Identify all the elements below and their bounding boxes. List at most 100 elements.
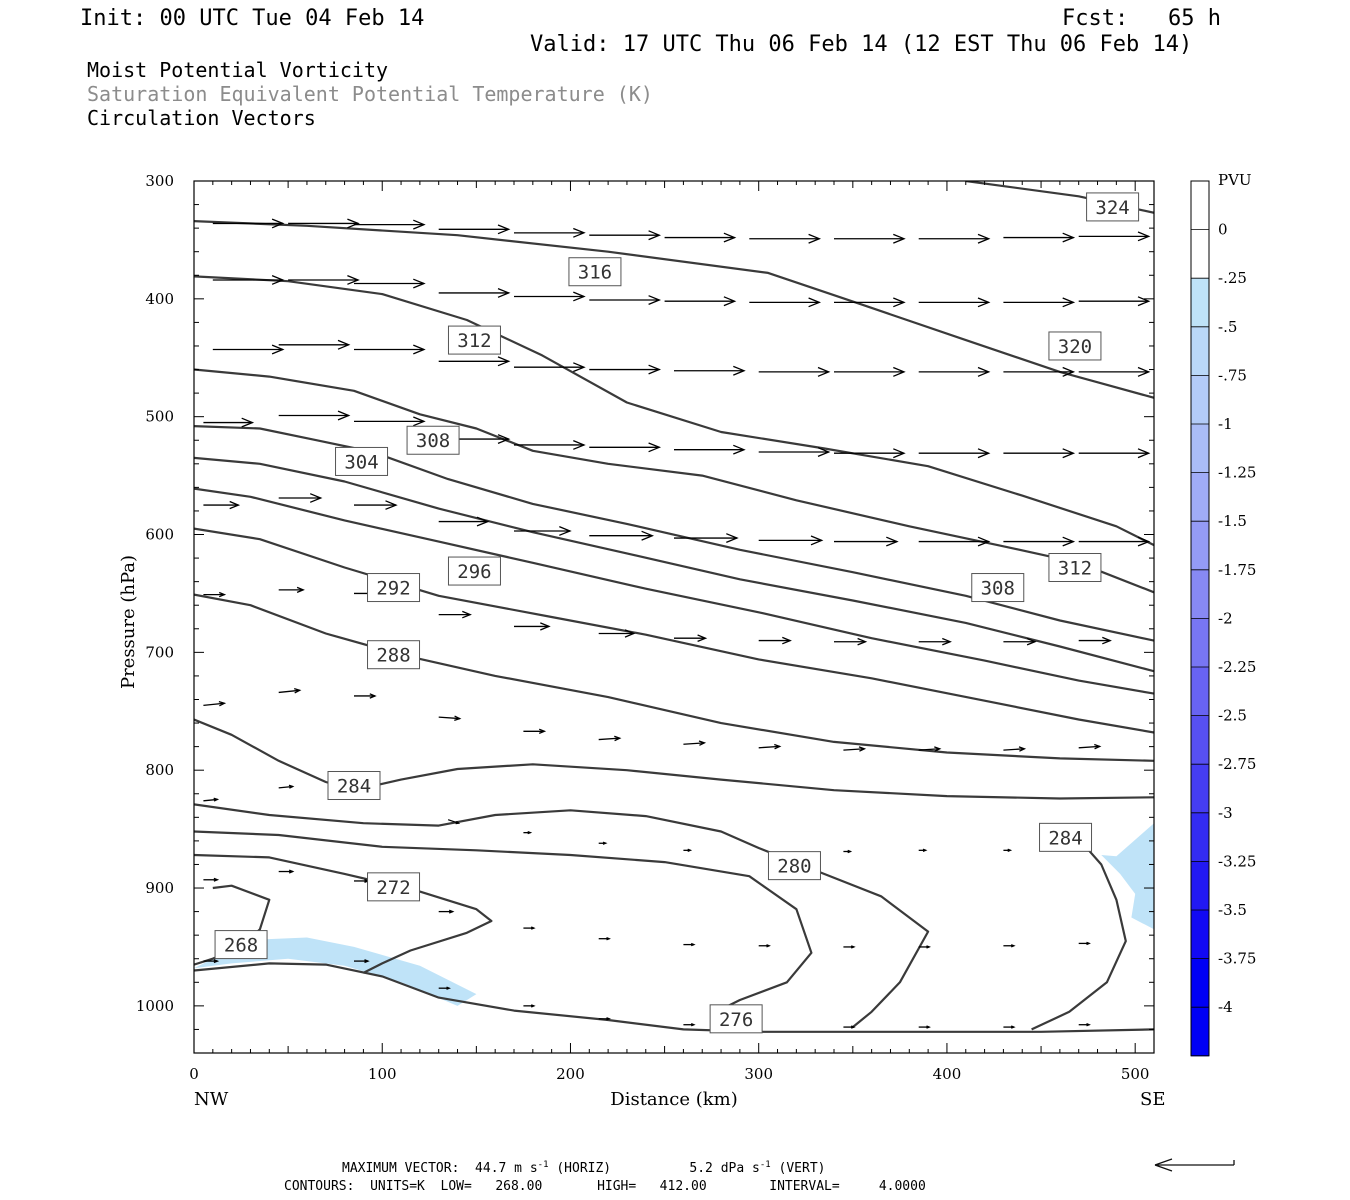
- plot-content: 324 320 316 312 312 308 308 304 296 292 288 284 284 2…: [194, 181, 1154, 1034]
- colorbar-label: -2.5: [1218, 707, 1247, 725]
- contour-label-box: [568, 257, 622, 287]
- theta-contour-276: [194, 853, 493, 974]
- vector-head: [213, 877, 220, 882]
- circulation-vector: [1078, 366, 1151, 377]
- theta-contour-316: [194, 275, 1154, 547]
- vector-shaft: [203, 702, 225, 707]
- vector-head: [606, 936, 611, 941]
- circulation-vector: [278, 493, 323, 503]
- theta-contour-300: [194, 487, 1154, 695]
- colorbar-swatch: [1191, 715, 1209, 765]
- y-tick-label: 300: [145, 172, 174, 190]
- circulation-vector: [843, 746, 867, 752]
- contour-label-box: [367, 872, 421, 902]
- circulation-vector: [1003, 1025, 1016, 1029]
- colorbar-label: -1.25: [1218, 464, 1256, 482]
- contour-label-text: 284: [337, 776, 371, 798]
- vector-head: [977, 448, 991, 459]
- circulation-vector: [278, 869, 295, 874]
- y-tick-label: 500: [145, 408, 174, 426]
- circulation-vector: [203, 417, 255, 428]
- vector-head: [850, 1025, 856, 1029]
- contour-label-272: 272: [367, 872, 421, 902]
- circulation-vector: [598, 735, 622, 742]
- contour-label-box: [1048, 553, 1102, 583]
- contour-label-284: 284: [1039, 822, 1093, 852]
- circulation-vector: [523, 728, 547, 735]
- vector-head: [288, 784, 295, 789]
- vector-head: [369, 693, 377, 699]
- vector-head: [1137, 366, 1151, 377]
- colorbar-swatch: [1191, 424, 1209, 474]
- vector-head: [1007, 848, 1013, 853]
- contour-label-text: 276: [719, 1009, 753, 1031]
- circulation-vector: [749, 233, 822, 244]
- colorbar-swatch: [1191, 861, 1209, 911]
- vector-head: [347, 218, 360, 229]
- circulation-vector: [354, 959, 370, 964]
- circulation-vector: [758, 366, 831, 377]
- circulation-vector: [749, 297, 822, 308]
- vector-shaft: [1003, 748, 1025, 751]
- colorbar-label: -3.75: [1218, 950, 1256, 968]
- circulation-vector: [758, 944, 771, 948]
- x-tick-label: 200: [556, 1065, 585, 1083]
- vector-head: [782, 636, 792, 645]
- vector-head: [455, 820, 461, 825]
- circulation-vector: [523, 926, 536, 930]
- vector-head: [573, 362, 586, 373]
- vector-head: [977, 366, 991, 377]
- circulation-vector: [288, 274, 360, 285]
- circulation-vector: [758, 447, 831, 458]
- circulation-vector: [1078, 1022, 1091, 1027]
- pv-colorbar: 0 -.25 -.5 -.75 -1 -1.25 -1.5 -1.75 -2 -2.25 -2.5 -…: [1190, 180, 1256, 1057]
- vector-head: [294, 687, 302, 694]
- circulation-vector: [447, 819, 461, 825]
- circulation-vector: [203, 700, 227, 707]
- vector-head: [446, 986, 451, 990]
- vector-head: [808, 297, 822, 308]
- vector-head: [624, 629, 636, 638]
- colorbar-label: -.5: [1218, 318, 1237, 336]
- contour-label-box: [709, 1004, 763, 1034]
- vector-head: [893, 366, 906, 377]
- vector-head: [1026, 637, 1037, 646]
- circulation-vector: [288, 218, 360, 229]
- vector-head: [977, 233, 991, 244]
- contour-label-276: 276: [709, 1004, 763, 1034]
- vector-head: [1018, 746, 1027, 752]
- vector-head: [1137, 296, 1151, 307]
- circulation-vector: [1003, 297, 1076, 308]
- circulation-vector: [1003, 848, 1013, 853]
- vector-head: [810, 535, 824, 546]
- circulation-vector: [834, 448, 906, 459]
- vector-head: [690, 942, 696, 947]
- vector-head: [559, 525, 572, 536]
- contour-label-text: 312: [457, 330, 491, 352]
- vector-head: [1137, 231, 1151, 242]
- circulation-vector: [834, 233, 906, 244]
- circulation-vector: [278, 784, 295, 789]
- vector-head: [648, 364, 662, 375]
- vector-head: [1010, 1025, 1016, 1029]
- vector-shaft: [203, 798, 218, 802]
- vector-head: [606, 1017, 611, 1021]
- circulation-vector: [758, 636, 792, 645]
- circulation-vector: [1078, 296, 1151, 307]
- vector-shaft: [843, 748, 865, 751]
- circulation-vector: [918, 536, 991, 547]
- vector-head: [1086, 1022, 1091, 1027]
- contour-label-box: [447, 325, 501, 355]
- circulation-vector: [514, 439, 586, 450]
- vector-head: [1062, 232, 1076, 243]
- colorbar-label: -3.25: [1218, 852, 1256, 870]
- circulation-vector: [278, 410, 351, 421]
- colorbar-label: -1.75: [1218, 561, 1256, 579]
- colorbar-label: -1: [1218, 415, 1233, 433]
- colorbar-swatch: [1191, 181, 1209, 231]
- x-tick-label: 500: [1121, 1065, 1150, 1083]
- x-axis-label: Distance (km): [610, 1089, 737, 1110]
- field-pv-title: Moist Potential Vorticity: [87, 58, 388, 82]
- contour-label-304: 304: [335, 446, 389, 476]
- vector-head: [413, 278, 426, 289]
